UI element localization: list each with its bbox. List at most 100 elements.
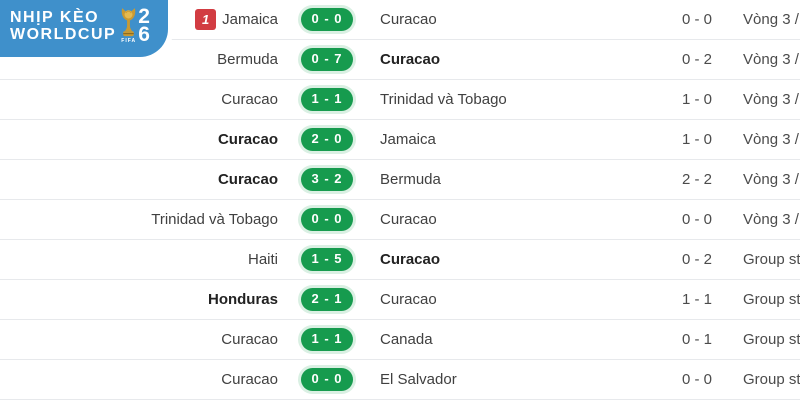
home-team-name: Bermuda (217, 51, 278, 68)
match-row[interactable]: Trinidad và Tobago 0 - 0 Curacao 0 - 0 V… (0, 200, 800, 240)
away-team-name: Curacao (380, 11, 437, 28)
home-team-name: Trinidad và Tobago (151, 211, 278, 228)
match-row[interactable]: Curacao 2 - 0 Jamaica 1 - 0 Vòng 3 / (0, 120, 800, 160)
home-team-cell: Bermuda (0, 51, 278, 68)
fulltime-score-badge: 0 - 0 (301, 8, 353, 31)
away-team-cell: Canada (376, 331, 560, 348)
home-team-name: Haiti (247, 251, 278, 268)
fulltime-score-cell: 0 - 0 (278, 208, 376, 231)
round-label: Vòng 3 / (743, 11, 799, 28)
fulltime-score-badge: 3 - 2 (301, 168, 353, 191)
fulltime-score-badge: 2 - 0 (301, 128, 353, 151)
rank-badge: 1 (195, 9, 217, 30)
away-team-name: Canada (380, 331, 433, 348)
halftime-score: 0 - 0 (681, 11, 712, 28)
match-row[interactable]: Curacao 3 - 2 Bermuda 2 - 2 Vòng 3 / (0, 160, 800, 200)
home-team-cell: Curacao (0, 371, 278, 388)
fifa-label: FIFA (121, 37, 137, 44)
round-label: Vòng 3 / (743, 171, 799, 188)
match-row[interactable]: Curacao 1 - 1 Canada 0 - 1 Group sta (0, 320, 800, 360)
away-team-name: El Salvador (380, 371, 457, 388)
round-label: Group sta (743, 291, 800, 308)
away-team-cell: Trinidad và Tobago (376, 91, 560, 108)
halftime-score: 0 - 0 (681, 371, 712, 388)
away-team-cell: Jamaica (376, 131, 560, 148)
home-team-cell: Trinidad và Tobago (0, 211, 278, 228)
away-team-cell: Curacao (376, 51, 560, 68)
fulltime-score-badge: 0 - 7 (301, 48, 353, 71)
away-team-cell: Curacao (376, 251, 560, 268)
away-team-name: Curacao (380, 211, 437, 228)
fulltime-score-cell: 0 - 0 (278, 8, 376, 31)
away-team-name: Curacao (380, 51, 441, 68)
home-team-name: Honduras (207, 291, 278, 308)
site-logo-line1: NHỊP KÈO (10, 8, 100, 26)
fulltime-score-cell: 1 - 1 (278, 88, 376, 111)
fulltime-score-cell: 0 - 7 (278, 48, 376, 71)
halftime-score: 2 - 2 (681, 171, 712, 188)
halftime-score: 0 - 2 (681, 251, 712, 268)
away-team-name: Curacao (380, 251, 441, 268)
home-team-cell: Curacao (0, 171, 278, 188)
site-logo-digit-top: 2 (138, 4, 150, 28)
home-team-cell: Curacao (0, 131, 278, 148)
round-label: Group sta (743, 251, 800, 268)
away-team-cell: El Salvador (376, 371, 560, 388)
match-row[interactable]: Curacao 1 - 1 Trinidad và Tobago 1 - 0 V… (0, 80, 800, 120)
round-label: Vòng 3 / (743, 131, 799, 148)
home-team-cell: Curacao (0, 91, 278, 108)
halftime-score: 0 - 2 (681, 51, 712, 68)
home-team-name: Curacao (221, 331, 278, 348)
round-label: Vòng 3 / (743, 51, 799, 68)
round-label: Vòng 3 / (743, 211, 799, 228)
halftime-score: 1 - 0 (681, 91, 712, 108)
site-logo-digit-bottom: 6 (138, 22, 150, 46)
fulltime-score-cell: 3 - 2 (278, 168, 376, 191)
fulltime-score-cell: 1 - 1 (278, 328, 376, 351)
away-team-name: Curacao (380, 291, 437, 308)
fulltime-score-badge: 1 - 1 (301, 88, 353, 111)
home-team-name: Curacao (221, 91, 278, 108)
home-team-cell: Haiti (0, 251, 278, 268)
fulltime-score-badge: 0 - 0 (301, 368, 353, 391)
halftime-score: 1 - 1 (681, 291, 712, 308)
round-label: Group sta (743, 331, 800, 348)
fulltime-score-badge: 1 - 5 (301, 248, 353, 271)
fulltime-score-badge: 2 - 1 (301, 288, 353, 311)
home-team-name: Jamaica (222, 11, 278, 28)
away-team-cell: Curacao (376, 291, 560, 308)
worldcup-trophy-icon: FIFA (120, 7, 137, 44)
site-logo-digits: 2 6 (138, 4, 150, 46)
halftime-score: 0 - 1 (681, 331, 712, 348)
home-team-name: Curacao (217, 171, 278, 188)
fulltime-score-cell: 2 - 0 (278, 128, 376, 151)
round-label: Vòng 3 / (743, 91, 799, 108)
site-logo-text: NHỊP KÈO WORLDCUP (10, 8, 117, 44)
match-row[interactable]: Honduras 2 - 1 Curacao 1 - 1 Group sta (0, 280, 800, 320)
halftime-score: 1 - 0 (681, 131, 712, 148)
home-team-cell: 1 Jamaica (0, 9, 278, 30)
site-logo-mark: FIFA 2 6 (120, 4, 150, 46)
fulltime-score-cell: 2 - 1 (278, 288, 376, 311)
site-logo-line2: WORLDCUP (10, 25, 117, 43)
fulltime-score-cell: 0 - 0 (278, 368, 376, 391)
fulltime-score-cell: 1 - 5 (278, 248, 376, 271)
away-team-cell: Curacao (376, 11, 560, 28)
fulltime-score-badge: 0 - 0 (301, 208, 353, 231)
match-row[interactable]: Haiti 1 - 5 Curacao 0 - 2 Group sta (0, 240, 800, 280)
home-team-cell: Curacao (0, 331, 278, 348)
halftime-score: 0 - 0 (681, 211, 712, 228)
away-team-name: Trinidad và Tobago (380, 91, 507, 108)
fulltime-score-badge: 1 - 1 (301, 328, 353, 351)
site-logo[interactable]: NHỊP KÈO WORLDCUP FIFA 2 6 (0, 0, 168, 57)
away-team-cell: Curacao (376, 211, 560, 228)
match-row[interactable]: Curacao 0 - 0 El Salvador 0 - 0 Group st… (0, 360, 800, 400)
away-team-name: Bermuda (380, 171, 441, 188)
away-team-name: Jamaica (380, 131, 436, 148)
home-team-cell: Honduras (0, 291, 278, 308)
home-team-name: Curacao (217, 131, 278, 148)
round-label: Group sta (743, 371, 800, 388)
home-team-name: Curacao (221, 371, 278, 388)
